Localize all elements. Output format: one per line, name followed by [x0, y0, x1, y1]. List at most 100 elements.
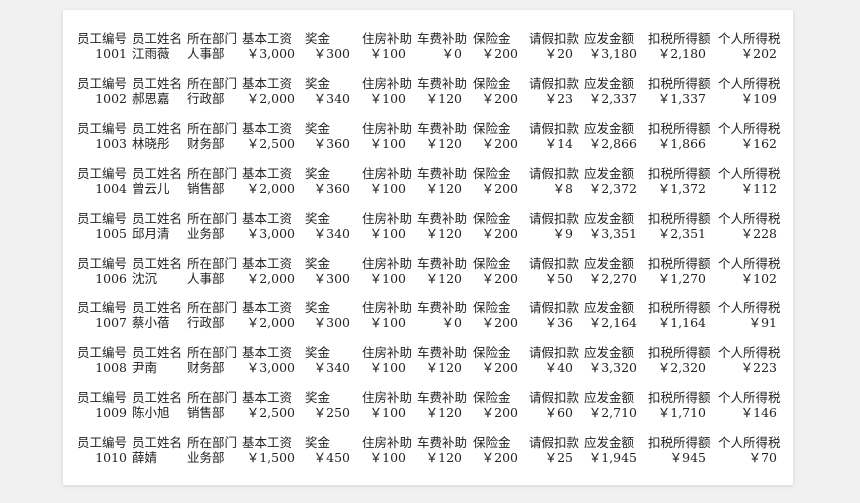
- employee-name-header: 员工姓名: [132, 165, 183, 181]
- transport-allowance-value: ￥120: [425, 180, 462, 196]
- income-tax-header: 个人所得税: [718, 255, 781, 271]
- department-value: 财务部: [187, 360, 225, 376]
- department-header: 所在部门: [187, 165, 238, 181]
- gross-pay-value: ￥3,351: [588, 225, 637, 241]
- insurance-value: ￥200: [481, 180, 518, 196]
- base-salary-value: ￥2,500: [246, 135, 295, 151]
- bonus-value: ￥340: [313, 360, 350, 376]
- gross-pay-header: 应发金额: [584, 165, 635, 181]
- income-tax-header: 个人所得税: [718, 435, 781, 451]
- employee-name-header: 员工姓名: [132, 210, 183, 226]
- housing-allowance-header: 住房补助: [362, 120, 413, 136]
- employee-name-value: 沈沉: [132, 270, 158, 286]
- employee-name-header: 员工姓名: [132, 75, 183, 91]
- leave-deduction-value: ￥8: [552, 180, 573, 196]
- insurance-value: ￥200: [481, 450, 518, 466]
- transport-allowance-value: ￥0: [441, 315, 462, 331]
- transport-allowance-value: ￥120: [425, 450, 462, 466]
- employee-name-header: 员工姓名: [132, 390, 183, 406]
- insurance-header: 保险金: [473, 255, 511, 271]
- taxable-income-header: 扣税所得额: [648, 435, 711, 451]
- insurance-header: 保险金: [473, 210, 511, 226]
- taxable-income-value: ￥1,164: [657, 315, 706, 331]
- bonus-header: 奖金: [305, 435, 331, 451]
- transport-allowance-header: 车费补助: [417, 120, 468, 136]
- gross-pay-value: ￥1,945: [588, 450, 637, 466]
- taxable-income-value: ￥2,320: [657, 360, 706, 376]
- payroll-slip: 员工编号 1001 员工姓名 江雨薇 所在部门 人事部 基本工资 ￥3,000 奖金 ￥300 住房…: [63, 10, 793, 61]
- payroll-slip: 员工编号 1008 员工姓名 尹南 所在部门 财务部 基本工资 ￥3,000 奖金 ￥340 住房补…: [63, 324, 793, 375]
- department-value: 销售部: [187, 180, 225, 196]
- payroll-slip: 员工编号 1009 员工姓名 陈小旭 所在部门 销售部 基本工资 ￥2,500 奖金 ￥250 住…: [63, 369, 793, 420]
- employee-name-value: 林晓彤: [132, 135, 170, 151]
- taxable-income-header: 扣税所得额: [648, 165, 711, 181]
- housing-allowance-value: ￥100: [369, 315, 406, 331]
- base-salary-header: 基本工资: [242, 345, 293, 361]
- payroll-slip: 员工编号 1007 员工姓名 蔡小蓓 所在部门 行政部 基本工资 ￥2,000 奖金 ￥300 住房…: [63, 279, 793, 330]
- insurance-header: 保险金: [473, 75, 511, 91]
- housing-allowance-value: ￥100: [369, 180, 406, 196]
- bonus-value: ￥360: [313, 180, 350, 196]
- base-salary-value: ￥3,000: [246, 225, 295, 241]
- employee-name-header: 员工姓名: [132, 31, 183, 46]
- payroll-slip: 员工编号 1010 员工姓名 薛婧 所在部门 业务部 基本工资 ￥1,500 奖金 ￥450 住房补…: [63, 414, 793, 465]
- bonus-value: ￥340: [313, 225, 350, 241]
- base-salary-value: ￥2,500: [246, 405, 295, 421]
- employee-id-value: 1009: [95, 405, 127, 421]
- department-value: 业务部: [187, 450, 225, 466]
- housing-allowance-value: ￥100: [369, 225, 406, 241]
- employee-id-value: 1010: [95, 450, 127, 466]
- taxable-income-header: 扣税所得额: [648, 75, 711, 91]
- bonus-value: ￥250: [313, 405, 350, 421]
- bonus-header: 奖金: [305, 75, 331, 91]
- taxable-income-header: 扣税所得额: [648, 120, 711, 136]
- housing-allowance-header: 住房补助: [362, 165, 413, 181]
- gross-pay-header: 应发金额: [584, 255, 635, 271]
- income-tax-value: ￥70: [748, 450, 777, 466]
- insurance-value: ￥200: [481, 270, 518, 286]
- taxable-income-header: 扣税所得额: [648, 300, 711, 316]
- transport-allowance-header: 车费补助: [417, 435, 468, 451]
- leave-deduction-header: 请假扣款: [529, 390, 580, 406]
- housing-allowance-header: 住房补助: [362, 345, 413, 361]
- insurance-value: ￥200: [481, 90, 518, 106]
- gross-pay-value: ￥3,320: [588, 360, 637, 376]
- employee-name-value: 曾云儿: [132, 180, 170, 196]
- payroll-slip: 员工编号 1003 员工姓名 林晓彤 所在部门 财务部 基本工资 ￥2,500 奖金 ￥360 住房…: [63, 100, 793, 151]
- taxable-income-value: ￥1,866: [657, 135, 706, 151]
- employee-id-value: 1006: [95, 270, 127, 286]
- payroll-slip: 员工编号 1005 员工姓名 邱月清 所在部门 业务部 基本工资 ￥3,000 奖金 ￥340 住房…: [63, 190, 793, 241]
- department-header: 所在部门: [187, 31, 238, 46]
- base-salary-value: ￥2,000: [246, 315, 295, 331]
- employee-id-value: 1004: [95, 180, 127, 196]
- transport-allowance-header: 车费补助: [417, 345, 468, 361]
- taxable-income-header: 扣税所得额: [648, 210, 711, 226]
- department-value: 销售部: [187, 405, 225, 421]
- transport-allowance-value: ￥120: [425, 270, 462, 286]
- base-salary-header: 基本工资: [242, 255, 293, 271]
- bonus-header: 奖金: [305, 210, 331, 226]
- transport-allowance-header: 车费补助: [417, 31, 468, 46]
- employee-id-header: 员工编号: [77, 165, 128, 181]
- transport-allowance-header: 车费补助: [417, 255, 468, 271]
- insurance-header: 保险金: [473, 31, 511, 46]
- leave-deduction-value: ￥14: [544, 135, 573, 151]
- insurance-value: ￥200: [481, 135, 518, 151]
- employee-id-header: 员工编号: [77, 345, 128, 361]
- bonus-header: 奖金: [305, 300, 331, 316]
- gross-pay-header: 应发金额: [584, 435, 635, 451]
- department-value: 行政部: [187, 315, 225, 331]
- gross-pay-header: 应发金额: [584, 31, 635, 46]
- base-salary-value: ￥1,500: [246, 450, 295, 466]
- insurance-header: 保险金: [473, 345, 511, 361]
- transport-allowance-value: ￥120: [425, 135, 462, 151]
- taxable-income-value: ￥1,372: [657, 180, 706, 196]
- income-tax-value: ￥202: [740, 46, 777, 61]
- taxable-income-value: ￥2,351: [657, 225, 706, 241]
- insurance-header: 保险金: [473, 435, 511, 451]
- transport-allowance-header: 车费补助: [417, 75, 468, 91]
- gross-pay-header: 应发金额: [584, 390, 635, 406]
- income-tax-header: 个人所得税: [718, 210, 781, 226]
- bonus-header: 奖金: [305, 31, 331, 46]
- income-tax-value: ￥162: [740, 135, 777, 151]
